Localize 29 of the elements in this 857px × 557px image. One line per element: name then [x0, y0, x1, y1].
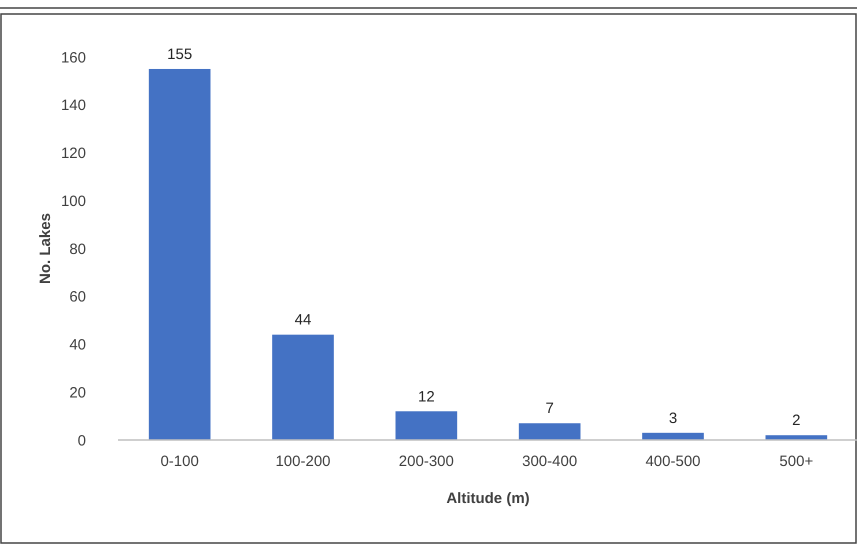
- data-label: 7: [545, 400, 554, 418]
- bar: [642, 432, 704, 440]
- x-tick-label: 0-100: [160, 453, 199, 470]
- x-tick-label: 500+: [779, 453, 814, 470]
- data-label: 155: [167, 46, 192, 63]
- bar: [766, 435, 828, 440]
- bar: [396, 411, 458, 440]
- y-tick-label: 100: [60, 192, 86, 210]
- y-tick-label: 80: [69, 240, 86, 258]
- y-tick-label: 0: [78, 432, 86, 450]
- x-axis-title: Altitude (m): [446, 490, 530, 507]
- bar: [272, 334, 334, 440]
- data-label: 2: [792, 412, 801, 430]
- data-label: 12: [418, 388, 435, 406]
- bar: [518, 423, 580, 440]
- x-tick-label: 400-500: [645, 453, 701, 470]
- y-tick-label: 20: [69, 384, 86, 402]
- x-tick-label: 300-400: [522, 453, 578, 470]
- x-tick-label: 100-200: [275, 453, 331, 470]
- data-label: 44: [294, 312, 312, 329]
- y-tick-label: 60: [69, 288, 86, 306]
- y-tick-label: 40: [69, 336, 86, 354]
- y-tick-label: 160: [60, 49, 86, 66]
- y-tick-label: 120: [60, 145, 86, 162]
- x-tick-label: 200-300: [398, 453, 454, 470]
- bar: [148, 68, 210, 440]
- data-label: 3: [668, 410, 678, 427]
- y-axis-title: No. Lakes: [37, 213, 54, 284]
- y-tick-label: 140: [60, 97, 86, 114]
